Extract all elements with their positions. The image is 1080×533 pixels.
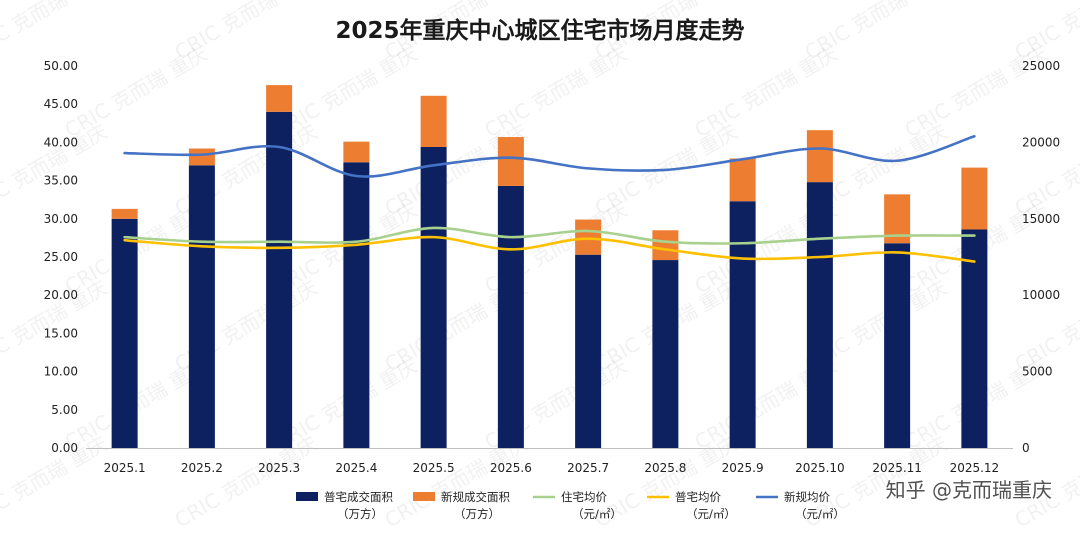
watermark-repeat: CRIC 克而瑞 重庆 — [61, 41, 212, 142]
left-axis-tick-label: 10.00 — [44, 365, 78, 379]
right-axis-tick-label: 0 — [1022, 441, 1030, 455]
x-axis-tick-label: 2025.6 — [490, 461, 532, 475]
left-axis-tick-label: 0.00 — [51, 441, 78, 455]
left-axis-tick-label: 20.00 — [44, 288, 78, 302]
bar-xingui-area — [961, 167, 988, 230]
bar-putong-area — [111, 218, 138, 448]
legend-label: 普宅均价 — [675, 490, 721, 504]
left-axis-tick-label: 30.00 — [44, 212, 78, 226]
bar-xingui-area — [188, 148, 215, 166]
left-axis-tick-label: 35.00 — [44, 174, 78, 188]
legend-label: 普宅成交面积 — [324, 490, 393, 504]
bar-putong-area — [497, 185, 524, 448]
right-axis-tick-label: 20000 — [1022, 135, 1060, 149]
legend-label: 新规成交面积 — [441, 490, 510, 504]
bar-putong-area — [652, 260, 679, 448]
watermark-repeat: CRIC 克而瑞 重庆 — [271, 41, 422, 142]
x-axis-tick-label: 2025.1 — [104, 461, 146, 475]
legend-unit: （元/㎡） — [572, 507, 622, 521]
bar-putong-area — [729, 201, 756, 448]
bar-putong-area — [575, 254, 602, 448]
bar-putong-area — [420, 146, 447, 448]
bar-putong-area — [188, 165, 215, 448]
bar-xingui-area — [806, 130, 833, 183]
right-axis-tick-label: 10000 — [1022, 288, 1060, 302]
legend: 普宅成交面积 （万方） 新规成交面积 （万方） 住宅均价 （元/㎡） 普宅均价 （元/㎡） 新规… — [296, 490, 845, 521]
bar-xingui-area — [575, 219, 602, 255]
watermark-repeat: CRIC 克而瑞 重庆 — [691, 41, 842, 142]
corner-watermark: 知乎 @克而瑞重庆 — [886, 478, 1052, 502]
legend-swatch — [413, 492, 435, 501]
watermark-repeat: CRIC 克而瑞 重庆 — [0, 0, 111, 64]
bar-xingui-area — [266, 85, 293, 112]
line-putong-price — [123, 235, 976, 263]
x-axis-tick-label: 2025.5 — [413, 461, 455, 475]
legend-unit: （元/㎡） — [686, 507, 736, 521]
bar-xingui-area — [652, 230, 679, 261]
x-axis-tick-label: 2025.9 — [722, 461, 764, 475]
bar-putong-area — [343, 162, 370, 448]
x-axis-tick-label: 2025.10 — [795, 461, 845, 475]
left-axis-tick-label: 40.00 — [44, 135, 78, 149]
x-axis: 2025.1 2025.2 2025.3 2025.4 2025.5 2025.6 2025… — [86, 448, 1013, 475]
chart-title: 2025年重庆中心城区住宅市场月度走势 — [335, 17, 744, 44]
watermark-repeat: CRIC 克而瑞 重庆 — [901, 41, 1052, 142]
bar-xingui-area — [729, 158, 756, 202]
x-axis-tick-label: 2025.3 — [258, 461, 300, 475]
bar-xingui-area — [343, 141, 370, 163]
bar-putong-area — [884, 243, 911, 448]
x-axis-tick-label: 2025.4 — [335, 461, 377, 475]
right-axis-tick-label: 25000 — [1022, 59, 1060, 73]
line-xingui-price — [123, 134, 976, 178]
right-axis-tick-label: 5000 — [1022, 365, 1053, 379]
legend-swatch — [296, 492, 318, 501]
legend-unit: （元/㎡） — [795, 507, 845, 521]
right-axis-tick-label: 15000 — [1022, 212, 1060, 226]
left-axis: 0.00 5.00 10.00 15.00 20.00 25.00 30.00 35.00 40… — [44, 59, 78, 455]
bar-putong-area — [806, 182, 833, 449]
bar-xingui-area — [420, 95, 447, 147]
bar-putong-area — [961, 229, 988, 448]
x-axis-tick-label: 2025.2 — [181, 461, 223, 475]
x-axis-tick-label: 2025.12 — [950, 461, 1000, 475]
legend-unit: （万方） — [454, 507, 500, 521]
legend-label: 新规均价 — [784, 490, 830, 504]
legend-unit: （万方） — [337, 507, 383, 521]
lines — [123, 134, 976, 263]
legend-label: 住宅均价 — [561, 490, 607, 504]
bar-xingui-area — [497, 137, 524, 186]
left-axis-tick-label: 15.00 — [44, 326, 78, 340]
line-zhuzhai-price — [123, 226, 976, 245]
bar-xingui-area — [111, 208, 138, 219]
left-axis-tick-label: 25.00 — [44, 250, 78, 264]
watermark-repeat: CRIC 克而瑞 重庆 — [481, 41, 632, 142]
left-axis-tick-label: 45.00 — [44, 97, 78, 111]
right-axis: 0 5000 10000 15000 20000 25000 — [1022, 59, 1060, 455]
left-axis-tick-label: 5.00 — [51, 403, 78, 417]
x-axis-tick-label: 2025.8 — [644, 461, 686, 475]
bar-putong-area — [266, 111, 293, 448]
x-axis-tick-label: 2025.11 — [872, 461, 922, 475]
left-axis-tick-label: 50.00 — [44, 59, 78, 73]
x-axis-tick-label: 2025.7 — [567, 461, 609, 475]
